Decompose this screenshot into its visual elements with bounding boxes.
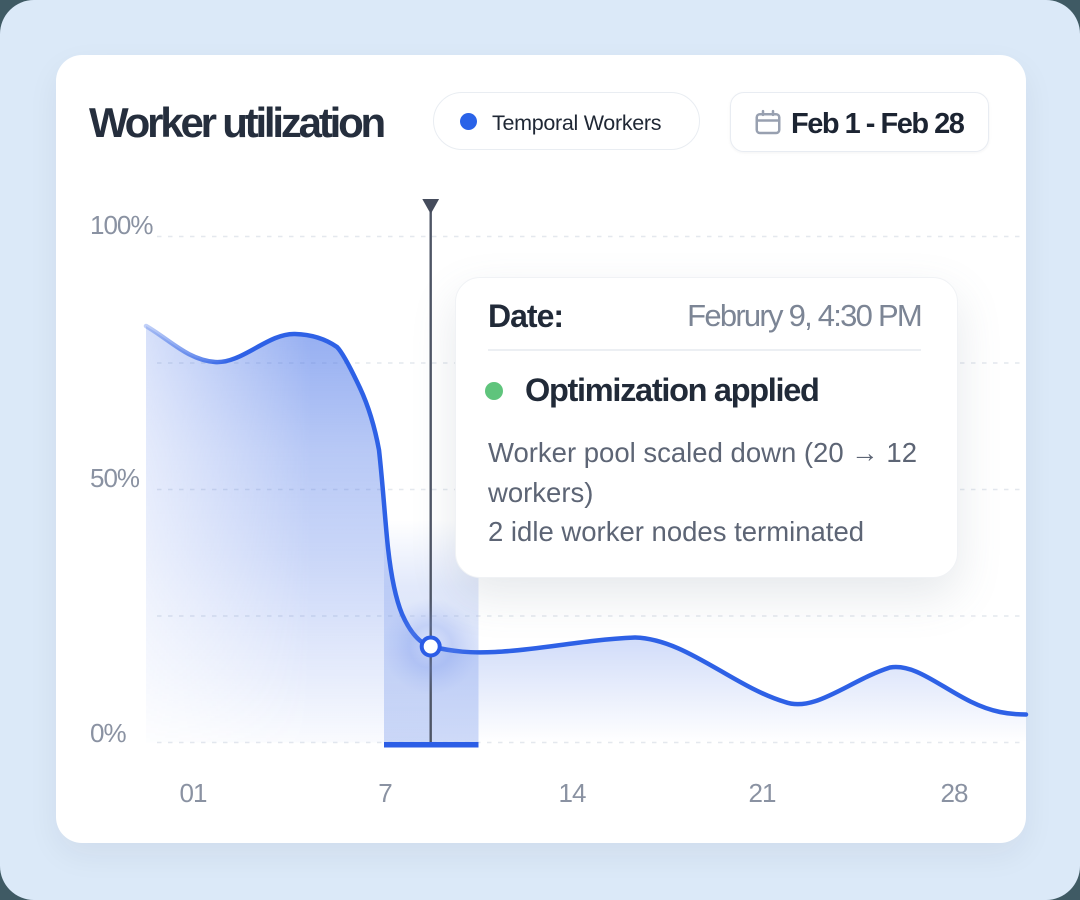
svg-text:21: 21 (749, 778, 776, 808)
svg-text:50%: 50% (90, 463, 140, 493)
svg-text:14: 14 (559, 778, 586, 808)
svg-text:100%: 100% (90, 210, 153, 240)
svg-text:01: 01 (180, 778, 207, 808)
svg-text:28: 28 (941, 778, 968, 808)
svg-text:7: 7 (378, 778, 392, 808)
svg-text:0%: 0% (90, 718, 126, 748)
